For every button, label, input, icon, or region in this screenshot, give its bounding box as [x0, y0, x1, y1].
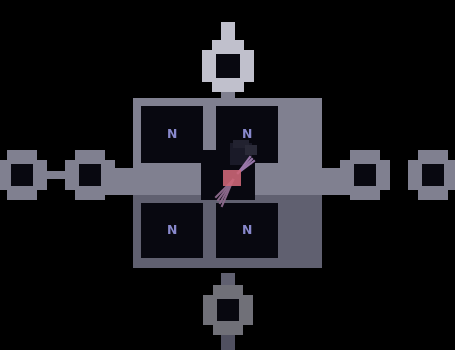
Bar: [0, 160, 47, 190]
Bar: [350, 150, 380, 200]
Bar: [354, 164, 376, 186]
Bar: [212, 40, 244, 92]
Bar: [7, 150, 37, 200]
Bar: [75, 150, 105, 200]
Bar: [422, 164, 444, 186]
Bar: [65, 160, 115, 190]
Bar: [133, 195, 322, 268]
Bar: [141, 203, 203, 258]
Bar: [11, 164, 33, 186]
Bar: [340, 160, 390, 190]
Bar: [141, 106, 203, 163]
Bar: [418, 150, 448, 200]
Bar: [245, 145, 257, 155]
Bar: [201, 150, 255, 200]
Bar: [408, 160, 455, 190]
Bar: [47, 171, 65, 179]
Bar: [216, 203, 278, 258]
Text: N: N: [242, 224, 252, 237]
Bar: [230, 143, 252, 165]
Bar: [223, 170, 241, 186]
Text: N: N: [242, 127, 252, 140]
Bar: [216, 54, 240, 78]
Bar: [221, 22, 235, 40]
Bar: [216, 106, 278, 163]
Bar: [203, 295, 253, 325]
Text: N: N: [167, 127, 177, 140]
Bar: [103, 168, 352, 195]
Bar: [105, 171, 133, 179]
Bar: [133, 98, 322, 173]
Bar: [221, 335, 235, 350]
Bar: [233, 140, 249, 148]
Bar: [322, 171, 340, 179]
Bar: [202, 50, 254, 82]
Text: N: N: [167, 224, 177, 237]
Bar: [221, 92, 235, 106]
Bar: [217, 299, 239, 321]
Bar: [221, 273, 235, 285]
Bar: [213, 285, 243, 335]
Bar: [79, 164, 101, 186]
